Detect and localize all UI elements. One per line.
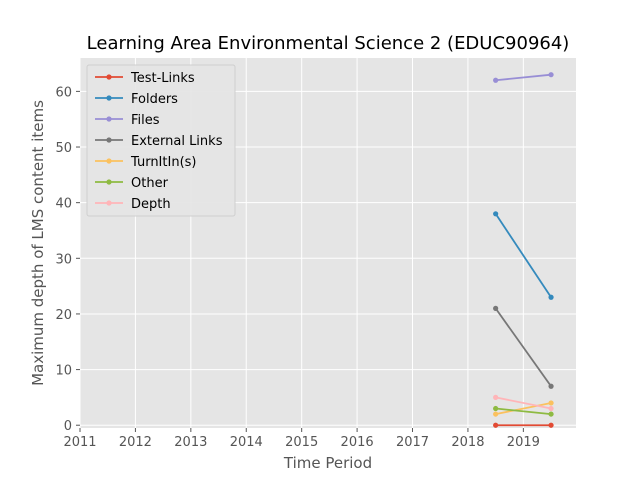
y-tick-label: 40 bbox=[55, 197, 72, 212]
x-tick-label: 2014 bbox=[230, 435, 263, 450]
x-tick-label: 2018 bbox=[451, 435, 484, 450]
series-line-external-links bbox=[494, 307, 552, 387]
tick-labels: 2011 2012 2013 2014 2015 2016 2017 2018 2019 0 10 2… bbox=[55, 85, 539, 450]
legend: Test-Links Folders Files External Links Turn… bbox=[86, 64, 236, 217]
legend-marker-folders bbox=[106, 95, 112, 101]
x-axis-label: Time Period bbox=[283, 454, 372, 472]
legend-marker-test-links bbox=[106, 74, 112, 80]
series-line-other bbox=[495, 407, 552, 415]
y-tick-label: 50 bbox=[55, 141, 72, 156]
y-axis-label: Maximum depth of LMS content items bbox=[29, 100, 47, 386]
data-point-depth bbox=[493, 394, 499, 400]
legend-label-depth: Depth bbox=[131, 197, 171, 212]
legend-label-external-links: External Links bbox=[131, 134, 223, 149]
x-tick-label: 2015 bbox=[285, 435, 318, 450]
data-point-folders bbox=[493, 211, 499, 217]
data-point-other bbox=[548, 411, 554, 417]
series-line-turnitin-s bbox=[495, 402, 552, 415]
legend-label-folders: Folders bbox=[131, 92, 178, 107]
legend-marker-external-links bbox=[106, 137, 112, 143]
x-tick-label: 2019 bbox=[507, 435, 540, 450]
legend-marker-files bbox=[106, 116, 112, 122]
y-tick-label: 0 bbox=[64, 419, 72, 434]
y-tick-label: 30 bbox=[55, 252, 72, 267]
data-point-external-links bbox=[548, 383, 554, 389]
data-point-folders bbox=[548, 294, 554, 300]
y-tick-label: 60 bbox=[55, 85, 72, 100]
data-point-turnitin-s bbox=[493, 411, 499, 417]
data-point-other bbox=[493, 405, 499, 412]
legend-box bbox=[86, 64, 236, 217]
legend-label-other: Other bbox=[131, 176, 169, 191]
data-point-files bbox=[548, 72, 554, 78]
chart-title: Learning Area Environmental Science 2 (E… bbox=[87, 33, 570, 54]
series-layer bbox=[493, 72, 554, 428]
x-tick-label: 2013 bbox=[174, 435, 207, 450]
legend-label-test-links: Test-Links bbox=[130, 71, 195, 86]
data-point-depth bbox=[548, 405, 554, 412]
y-tick-label: 20 bbox=[55, 308, 72, 323]
series-line-depth bbox=[495, 396, 552, 410]
data-point-test-links bbox=[548, 422, 554, 428]
data-point-files bbox=[493, 77, 499, 83]
x-tick-label: 2011 bbox=[63, 435, 96, 450]
legend-label-files: Files bbox=[131, 113, 160, 128]
x-tick-label: 2017 bbox=[396, 435, 429, 450]
x-tick-label: 2012 bbox=[119, 435, 152, 450]
series-line-files bbox=[495, 73, 552, 82]
legend-marker-turnitin-s bbox=[106, 158, 112, 164]
data-point-test-links bbox=[493, 422, 499, 428]
data-point-external-links bbox=[493, 305, 499, 311]
y-tick-label: 10 bbox=[55, 364, 72, 379]
legend-marker-depth bbox=[106, 200, 112, 206]
legend-label-turnitin-s: TurnItIn(s) bbox=[130, 155, 196, 170]
data-point-turnitin-s bbox=[548, 400, 554, 406]
legend-marker-other bbox=[106, 179, 112, 185]
x-tick-label: 2016 bbox=[341, 435, 374, 450]
series-line-folders bbox=[494, 213, 552, 298]
